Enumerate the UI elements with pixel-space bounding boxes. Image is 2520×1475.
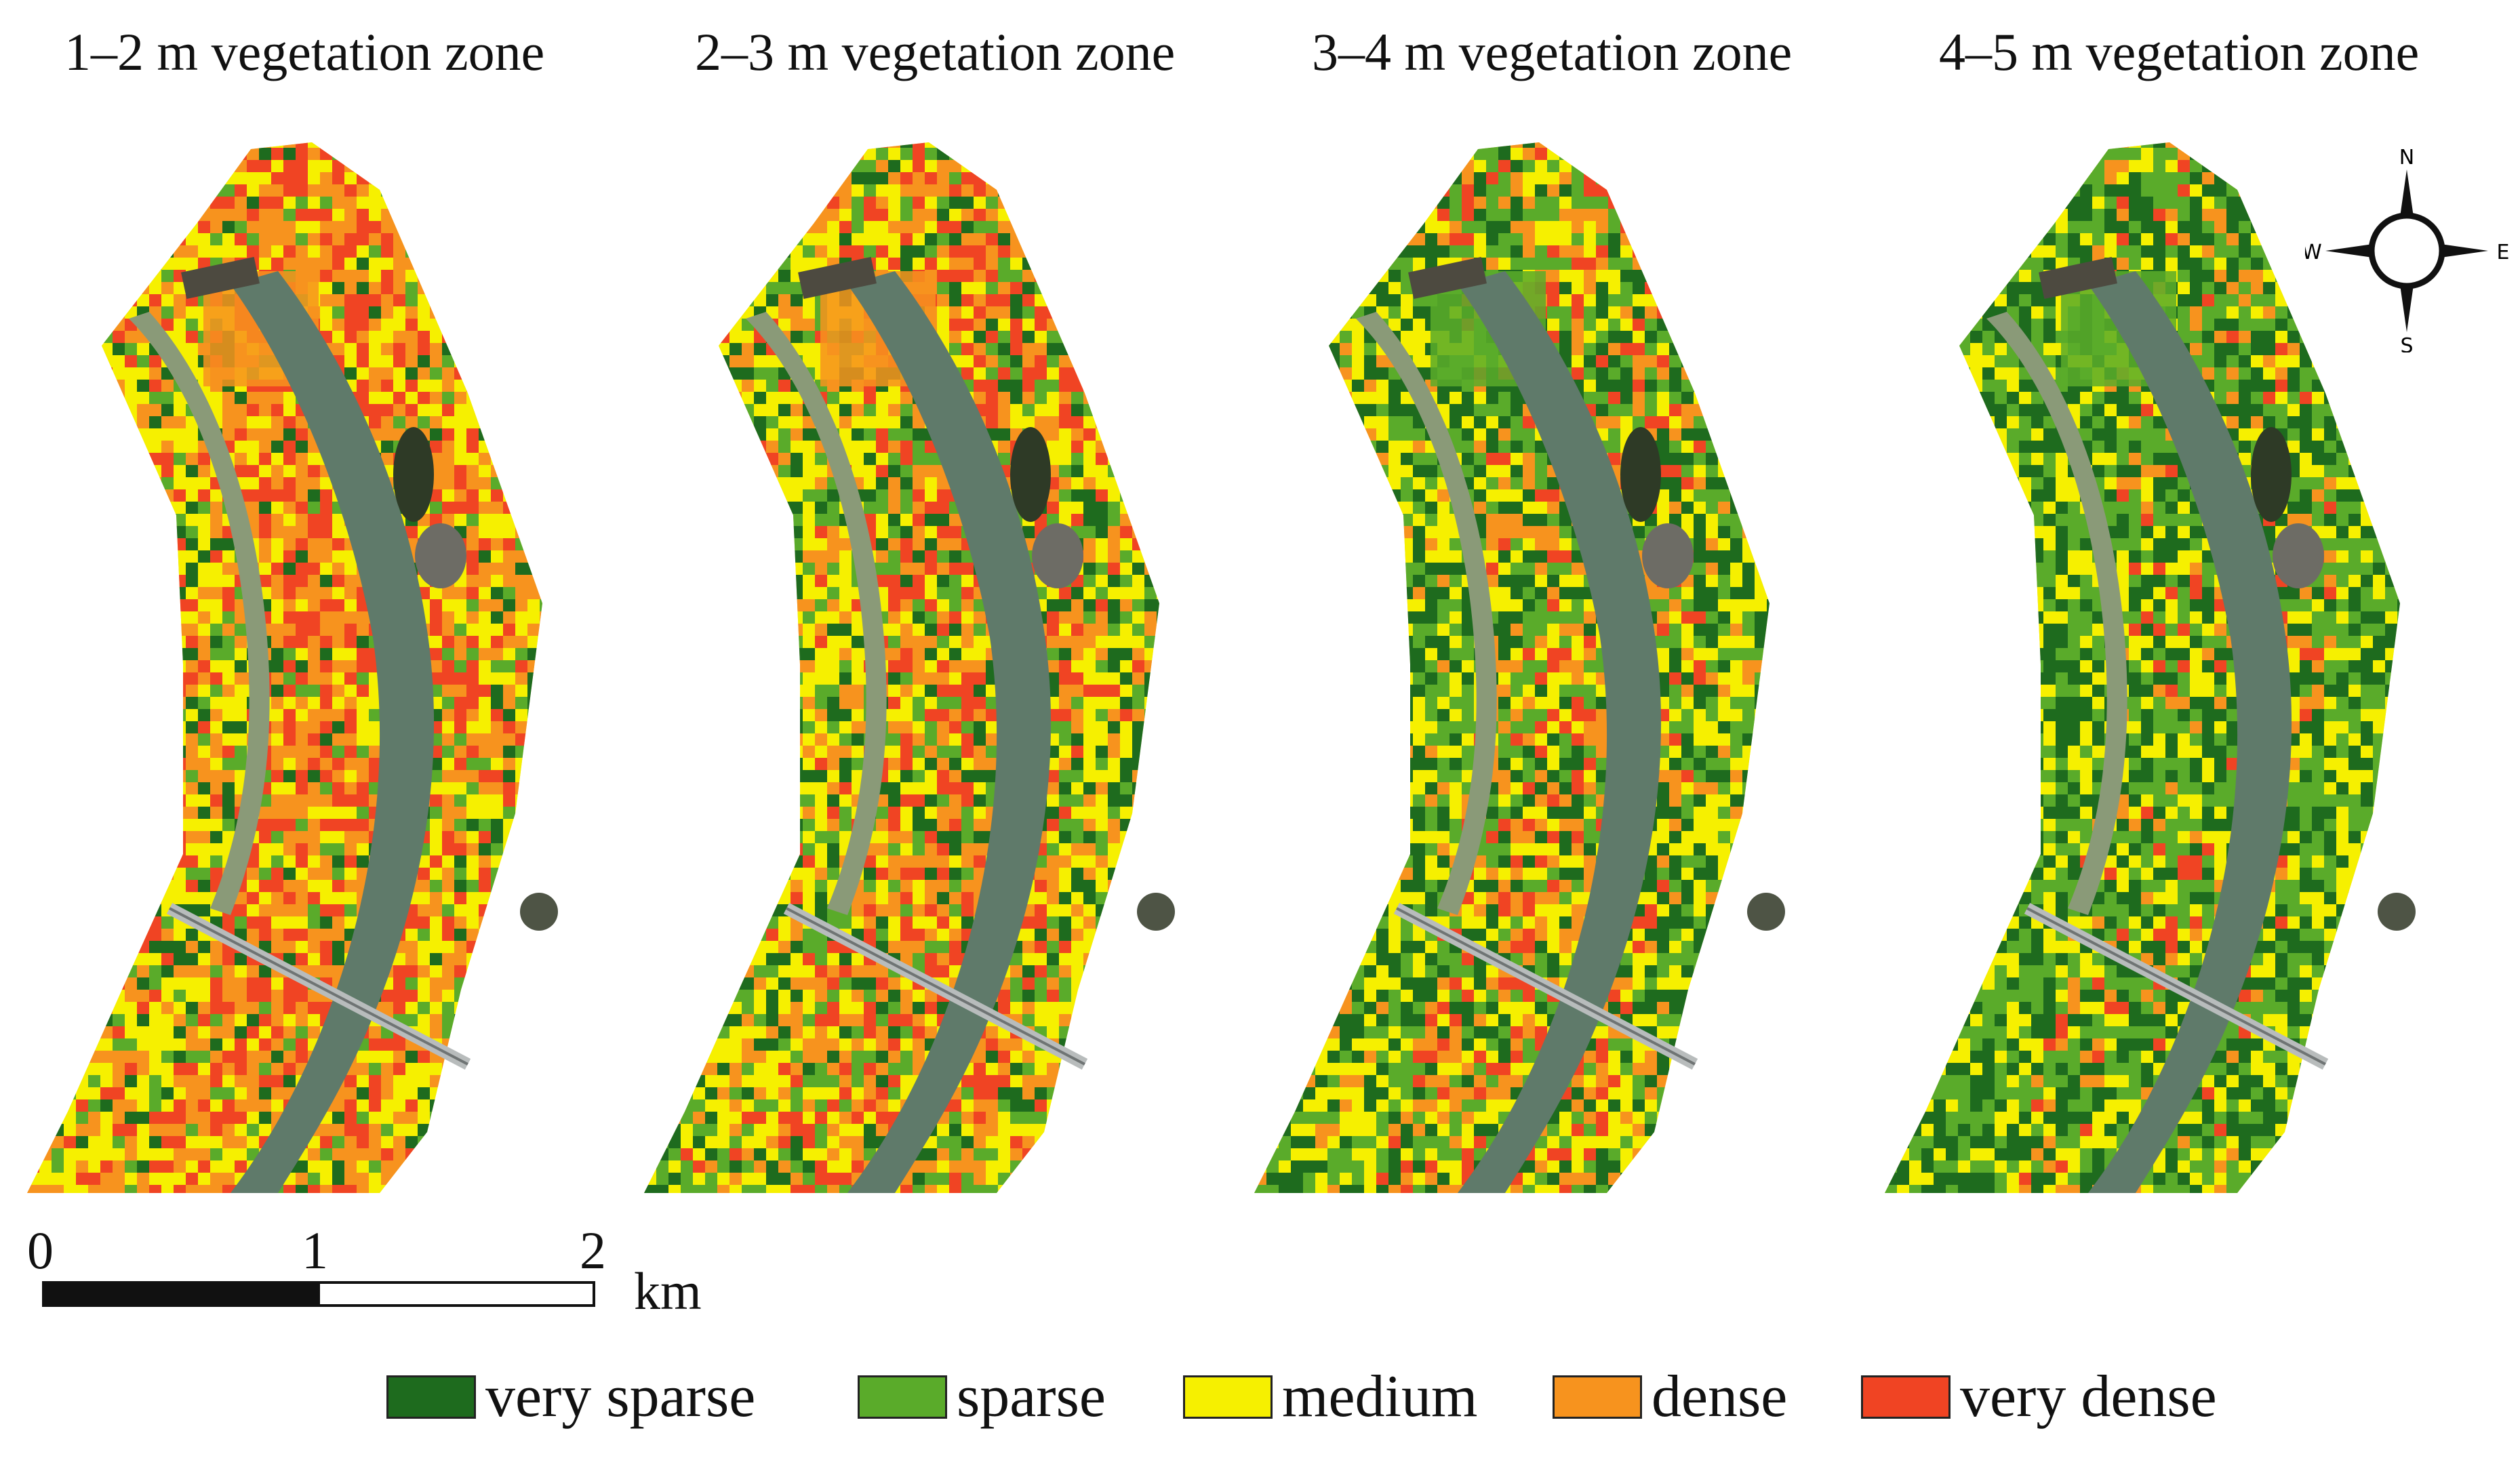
legend-swatch bbox=[1861, 1375, 1951, 1419]
legend-item-dense: dense bbox=[1553, 1362, 1787, 1431]
panel-title-4: 4–5 m vegetation zone bbox=[1939, 22, 2420, 81]
compass-e: E bbox=[2497, 241, 2508, 264]
legend-label: very dense bbox=[1960, 1364, 2217, 1430]
scale-segment-white bbox=[317, 1281, 595, 1307]
map-panel-1 bbox=[27, 142, 558, 1193]
panel-title-2: 2–3 m vegetation zone bbox=[695, 22, 1176, 81]
legend-swatch bbox=[386, 1375, 476, 1419]
scale-unit: km bbox=[634, 1261, 702, 1320]
scale-tick-0: 0 bbox=[27, 1221, 54, 1280]
legend-item-sparse: sparse bbox=[858, 1362, 1106, 1431]
scale-bar: 0 1 2 km bbox=[27, 1220, 759, 1329]
scale-tick-1: 1 bbox=[302, 1221, 328, 1280]
legend-swatch bbox=[858, 1375, 947, 1419]
legend-item-medium: medium bbox=[1183, 1362, 1477, 1431]
scale-segment-black bbox=[42, 1281, 320, 1307]
legend-label: medium bbox=[1282, 1364, 1478, 1430]
legend-label: very sparse bbox=[485, 1364, 756, 1430]
legend-swatch bbox=[1553, 1375, 1642, 1419]
north-arrow-icon: N E S W bbox=[2305, 149, 2508, 352]
compass-s: S bbox=[2400, 334, 2413, 352]
legend-label: sparse bbox=[957, 1364, 1106, 1430]
legend: very sparse sparse medium dense very den… bbox=[0, 1349, 2520, 1451]
legend-item-very-dense: very dense bbox=[1861, 1362, 2217, 1431]
map-panel-3 bbox=[1254, 142, 1785, 1193]
map-panel-2 bbox=[644, 142, 1175, 1193]
legend-item-very-sparse: very sparse bbox=[386, 1362, 755, 1431]
compass-w: W bbox=[2305, 241, 2322, 264]
legend-label: dense bbox=[1652, 1364, 1788, 1430]
legend-swatch bbox=[1183, 1375, 1273, 1419]
scale-tick-2: 2 bbox=[580, 1221, 606, 1280]
map-panel-4 bbox=[1885, 142, 2416, 1193]
panel-title-3: 3–4 m vegetation zone bbox=[1312, 22, 1793, 81]
compass-n: N bbox=[2399, 149, 2414, 169]
panel-title-1: 1–2 m vegetation zone bbox=[64, 22, 545, 81]
